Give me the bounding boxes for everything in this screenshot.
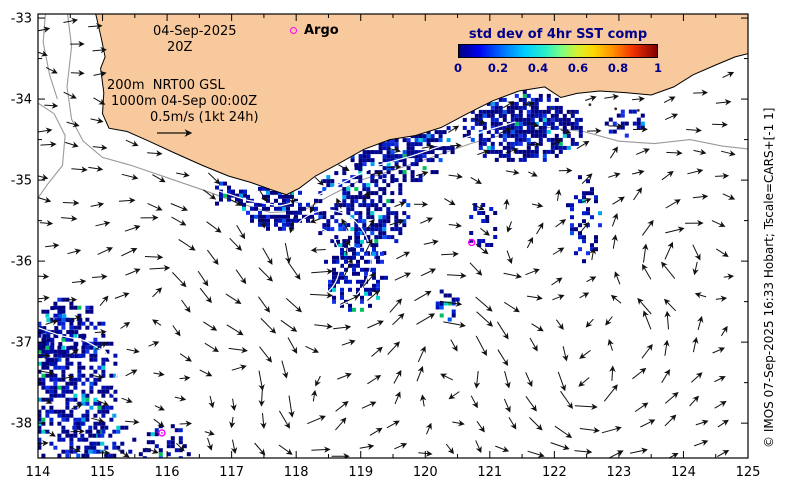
land [95,14,748,196]
bathymetry-contours [38,14,748,214]
x-tick-label: 125 [736,465,761,480]
depth-1000m-date-label: 1000m 04-Sep 00:00Z [111,94,258,109]
x-tick-label: 120 [413,465,438,480]
y-tick-label: -35 [11,174,32,189]
x-tick-label: 123 [606,465,631,480]
colorbar-title: std dev of 4hr SST comp [468,27,648,42]
y-tick-label: -34 [11,93,32,108]
x-tick-label: 118 [284,465,309,480]
depth-200m-model-label: 200m NRT00 GSL [107,78,225,93]
y-tick-label: -38 [11,417,32,432]
credit-text: © IMOS 07-Sep-2025 16:33 Hobart; Tscale=… [762,107,776,448]
argo-float-markers [158,238,476,437]
x-tick-label: 116 [155,465,180,480]
vector-scale-label: 0.5m/s (1kt 24h) [150,110,259,125]
x-tick-label: 119 [348,465,373,480]
y-tick-label: -37 [11,336,32,351]
argo-legend-label: Argo [304,23,339,38]
colorbar-tick-label: 1 [653,61,662,75]
current-vectors [38,17,736,458]
x-tick-label: 117 [219,465,244,480]
x-tick-label: 114 [26,465,51,480]
x-tick-label: 122 [542,465,567,480]
argo-marker-icon [290,27,297,34]
plot-area [38,14,748,458]
y-tick-label: -33 [11,12,32,27]
axes: 114 115 116 117 118 119 120 121 122 123 124 125 -33 -… [11,12,761,480]
colorbar [458,44,658,58]
colorbar-tick-label: 0.4 [527,61,549,75]
argo-legend: Argo [290,23,339,38]
colorbar-tick-label: 0.8 [607,61,629,75]
colorbar-tick-label: 0 [453,61,462,75]
x-tick-label: 124 [671,465,696,480]
analysis-hour-label: 20Z [167,40,193,55]
analysis-date-label: 04-Sep-2025 [153,24,237,39]
y-tick-label: -36 [11,255,32,270]
colorbar-tick-label: 0.2 [487,61,509,75]
colorbar-tick-label: 0.6 [567,61,589,75]
x-tick-label: 121 [477,465,502,480]
x-tick-label: 115 [90,465,115,480]
